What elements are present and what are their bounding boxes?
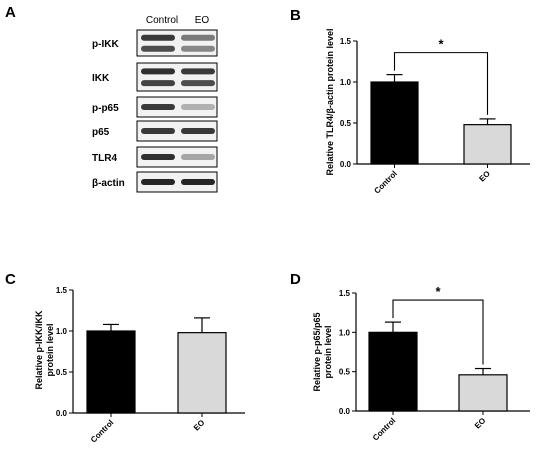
blot-band-ikk-eo	[181, 68, 215, 75]
y-tick-label: 1.5	[340, 37, 352, 46]
significance-bracket	[392, 299, 484, 365]
blot-band-p65-control	[141, 128, 175, 134]
blot-row-label--actin: β-actin	[92, 178, 125, 189]
blot-band-ikk-eo	[181, 80, 215, 87]
blot-frame-ikk	[136, 62, 218, 92]
blot-band-ikk-control	[141, 68, 175, 75]
y-tick-label: 0.5	[340, 119, 352, 128]
blot-row-label-ikk: IKK	[92, 73, 110, 84]
x-tick-label-control: Control	[372, 169, 398, 195]
panel-label-b: B	[290, 7, 301, 24]
y-tick-label: 1.0	[56, 327, 68, 336]
blot-band-p65-eo	[181, 128, 215, 134]
blot-band-p-ikk-control	[141, 45, 175, 52]
x-tick-label-eo: EO	[473, 416, 488, 431]
y-tick-label: 1.0	[340, 78, 352, 87]
y-tick-label: 1.0	[339, 328, 351, 337]
blot-band-ikk-control	[141, 80, 175, 87]
blot-frame-p65	[136, 120, 218, 142]
blot-band-p-ikk-eo	[181, 45, 215, 52]
bar-control	[86, 330, 136, 414]
y-tick-label: 1.5	[339, 289, 351, 298]
x-tick-label-eo: EO	[192, 418, 207, 433]
panel-label-a: A	[5, 4, 16, 21]
panel-label-d: D	[290, 271, 301, 288]
chart-p-p65: 0.0 0.5 1.0 1.5 Relative p-p65/p65 protein le…	[312, 284, 530, 443]
blot-band--actin-eo	[181, 179, 215, 185]
western-blot-panel: Control EO p-IKK IKK p-p65 p65 TLR4 β-actin	[92, 15, 218, 193]
bar-eo	[177, 332, 227, 414]
y-axis-label-line: protein level	[323, 325, 333, 378]
blot-band--actin-control	[141, 179, 175, 185]
bar-control	[368, 331, 418, 412]
blot-band-p-ikk-eo	[181, 34, 215, 41]
x-tick-label-eo: EO	[477, 169, 492, 184]
blot-frame-p-p65	[136, 96, 218, 118]
x-tick-label-control: Control	[89, 418, 115, 444]
blot-band-p-p65-control	[141, 104, 175, 110]
significance-bracket	[393, 52, 489, 115]
y-tick-label: 0.0	[339, 407, 351, 416]
y-tick-label: 0.0	[56, 409, 68, 418]
y-tick-label: 0.0	[340, 160, 352, 169]
bar-control	[370, 81, 419, 165]
panel-label-c: C	[5, 271, 16, 288]
y-tick-label: 1.5	[56, 286, 68, 295]
blot-frame-p-ikk	[136, 29, 218, 57]
blot-row-label-p-p65: p-p65	[92, 103, 119, 114]
chart-p-ikk: 0.0 0.5 1.0 1.5 Relative p-IKK/IKK protein le…	[34, 286, 245, 445]
y-tick-label: 0.5	[56, 368, 68, 377]
blot-band-tlr4-control	[141, 154, 175, 160]
y-tick-label: 0.5	[339, 368, 351, 377]
y-axis-label-line: protein level	[45, 323, 55, 376]
blot-frame-tlr4	[136, 146, 218, 168]
blot-row-label-tlr4: TLR4	[92, 153, 117, 164]
bar-eo	[463, 124, 512, 165]
blot-row-label-p-ikk: p-IKK	[92, 39, 119, 50]
blot-lane-label-eo: EO	[195, 15, 210, 26]
blot-lane-label-control: Control	[146, 15, 178, 26]
chart-tlr4: 0.0 0.5 1.0 1.5 Relative TLR4/β-actin protei…	[325, 28, 530, 196]
significance-marker: *	[438, 37, 444, 52]
significance-marker: *	[435, 284, 441, 299]
bar-eo	[458, 374, 508, 412]
blot-row-label-p65: p65	[92, 127, 110, 138]
blot-band-p-ikk-control	[141, 34, 175, 41]
y-axis-label-line: Relative p-IKK/IKK	[34, 310, 44, 390]
x-tick-label-control: Control	[371, 416, 397, 442]
y-axis-label: Relative TLR4/β-actin protein level	[325, 28, 335, 175]
y-axis-label-line: Relative p-p65/p65	[312, 312, 322, 391]
blot-frame--actin	[136, 171, 218, 193]
blot-band-tlr4-eo	[181, 154, 215, 160]
blot-band-p-p65-eo	[181, 104, 215, 110]
